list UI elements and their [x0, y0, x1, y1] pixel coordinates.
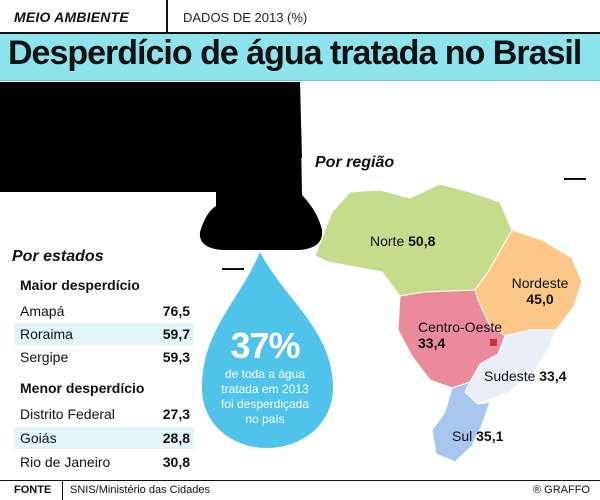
region-value: 33,4 [539, 368, 567, 384]
state-name: Amapá [20, 303, 65, 319]
state-value: 59,7 [162, 326, 190, 342]
top-bar-divider [166, 0, 168, 32]
map-region-sudeste [464, 329, 557, 405]
faucet-icon [0, 82, 323, 250]
state-name: Goiás [20, 430, 57, 446]
states-heading: Por estados [12, 248, 104, 265]
drop-caption-line: tratada em 2013 [221, 382, 309, 396]
federal-district-marker [490, 339, 497, 346]
region-value: 45,0 [526, 291, 554, 307]
footer-credit: ® GRAFFO [533, 484, 590, 496]
state-value: 30,8 [162, 454, 190, 470]
states-heading-rule [222, 268, 244, 270]
max-waste-group-label: Maior desperdício [20, 277, 140, 293]
regions-heading: Por região [315, 154, 395, 171]
faucet-handle [118, 84, 206, 114]
region-name: Nordeste [511, 275, 569, 291]
state-value: 28,8 [162, 430, 190, 446]
footer-source-label: FONTE [14, 484, 52, 496]
map-label-sul: Sul 35,1 [452, 428, 503, 444]
footer-rule [0, 480, 600, 481]
state-value: 27,3 [162, 406, 190, 422]
table-row: Rio de Janeiro 30,8 [14, 451, 194, 473]
region-name: Centro-Oeste [418, 319, 503, 335]
map-label-centro-oeste: Centro-Oeste 33,4 [418, 319, 502, 351]
table-row: Goiás 28,8 [14, 427, 194, 449]
footer-divider [62, 481, 63, 500]
state-name: Roraima [20, 326, 73, 342]
section-label: MEIO AMBIENTE [14, 9, 129, 25]
state-name: Rio de Janeiro [20, 454, 111, 470]
region-name: Norte [370, 233, 405, 249]
map-label-norte: Norte 50,8 [370, 233, 435, 249]
state-name: Sergipe [20, 349, 69, 365]
table-row: Distrito Federal 27,3 [14, 403, 194, 425]
data-year-label: DADOS DE 2013 (%) [183, 10, 308, 25]
table-row: Amapá 76,5 [14, 300, 194, 322]
region-value: 33,4 [418, 335, 446, 351]
drop-caption-line: de toda a água [224, 367, 306, 381]
title-band [0, 34, 600, 81]
drop-percent: 37% [230, 325, 300, 366]
map-label-nordeste: Nordeste 45,0 [505, 275, 575, 307]
footer-source: SNIS/Ministério das Cidades [70, 484, 211, 496]
state-value: 76,5 [162, 303, 190, 319]
drop-caption-line: foi desperdiçada [220, 397, 310, 411]
table-row: Sergipe 59,3 [14, 346, 194, 368]
page-title: Desperdício de água tratada no Brasil [8, 34, 582, 72]
region-name: Sul [452, 428, 473, 444]
state-value: 59,3 [162, 349, 190, 365]
top-bar [0, 0, 600, 34]
regions-heading-rule [564, 178, 586, 180]
map-label-sudeste: Sudeste 33,4 [484, 368, 567, 384]
map-region-sul [431, 381, 491, 463]
region-value: 35,1 [476, 428, 504, 444]
region-name: Sudeste [484, 368, 536, 384]
state-name: Distrito Federal [20, 406, 115, 422]
drop-caption-line: no país [245, 412, 285, 426]
water-drop-icon [202, 252, 333, 448]
min-waste-group-label: Menor desperdício [20, 380, 145, 396]
table-row: Roraima 59,7 [14, 323, 194, 345]
region-value: 50,8 [408, 233, 436, 249]
